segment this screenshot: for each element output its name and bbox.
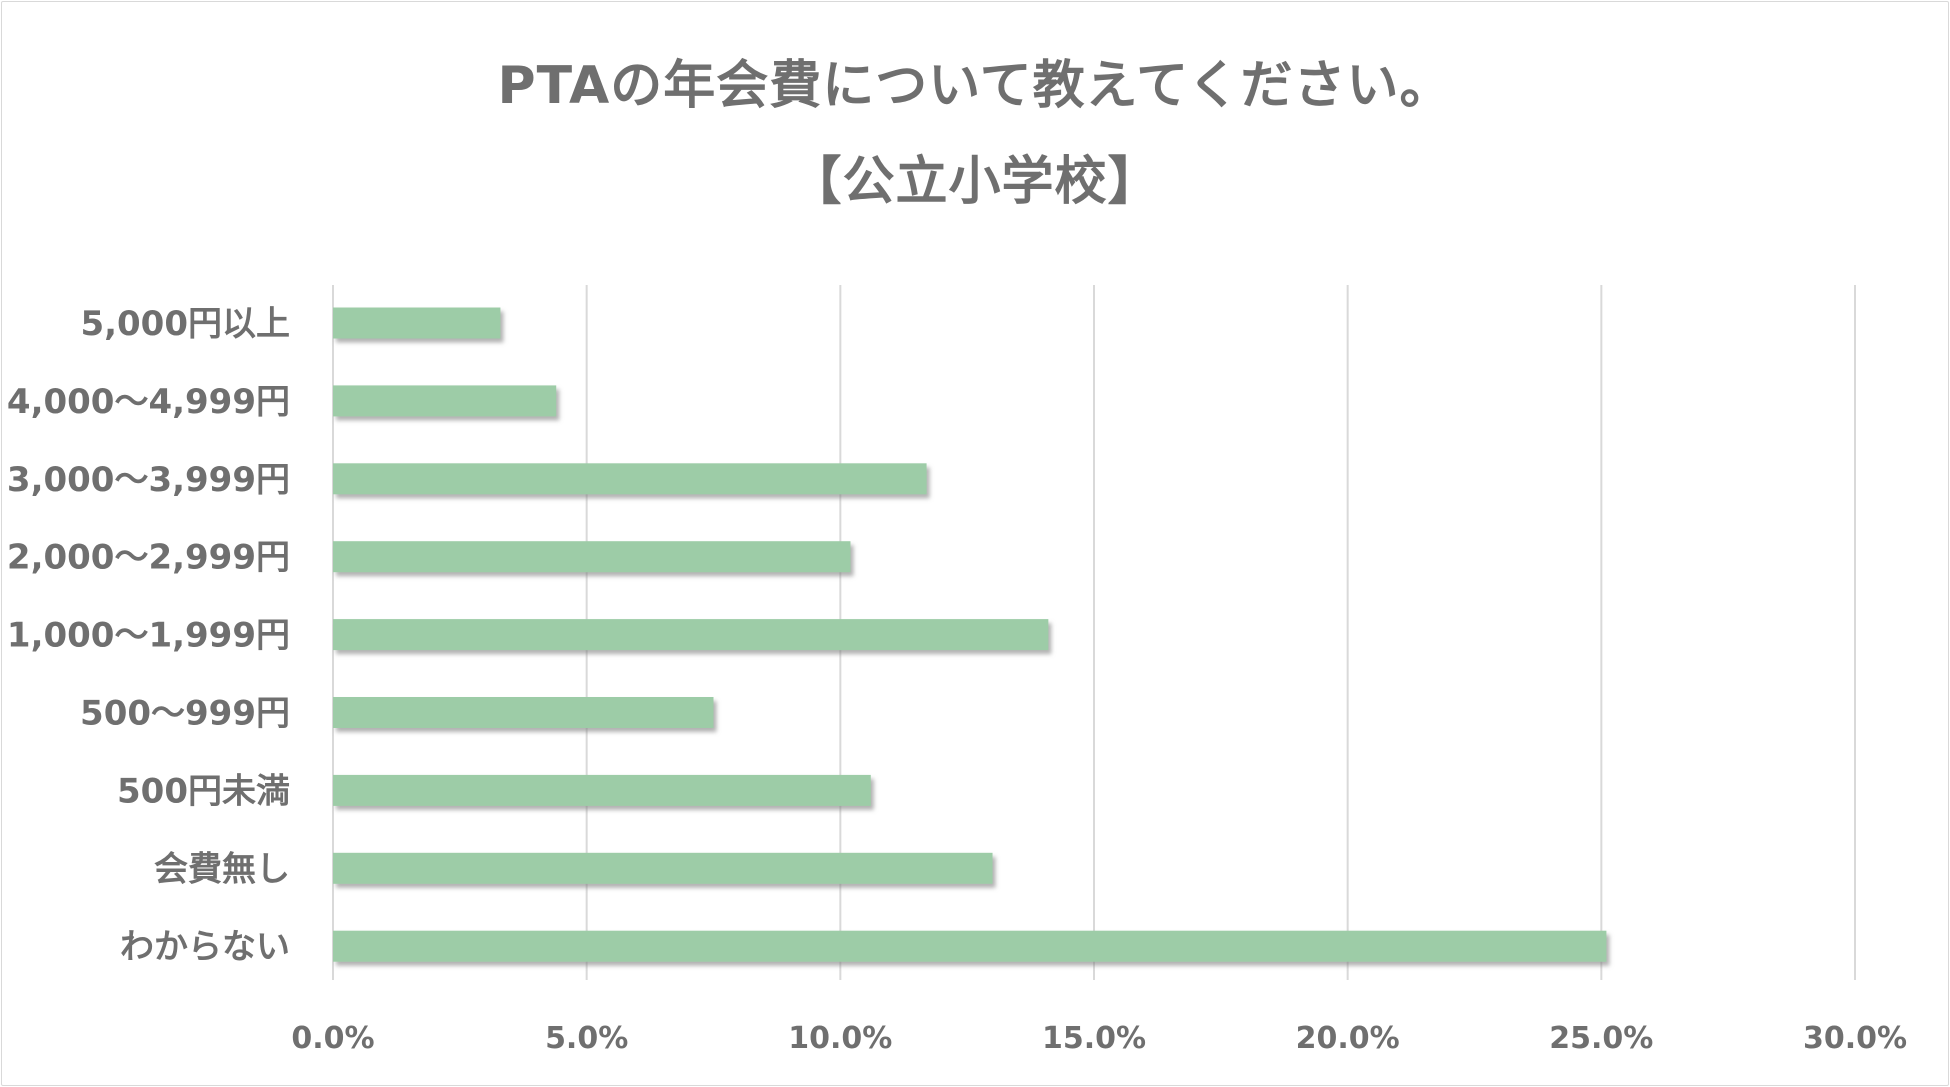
category-label: 500～999円 (80, 694, 290, 734)
category-labels: 5,000円以上 4,000～4,999円 3,000～3,999円 2,000～2,… (7, 304, 290, 967)
bar (333, 307, 501, 339)
category-label: 1,000～1,999円 (7, 616, 290, 656)
x-tick-label: 25.0% (1549, 1021, 1653, 1056)
category-label: わからない (120, 927, 290, 967)
bar (333, 774, 871, 806)
x-tick-label: 20.0% (1296, 1021, 1400, 1056)
bar (333, 541, 851, 573)
bar (333, 385, 557, 417)
category-label: 4,000～4,999円 (7, 382, 290, 422)
category-label: 500円未満 (117, 771, 290, 811)
x-tick-label: 15.0% (1042, 1021, 1146, 1056)
category-label: 3,000～3,999円 (7, 460, 290, 500)
x-tick-label: 30.0% (1803, 1021, 1907, 1056)
x-axis-tick-labels: 0.0% 5.0% 10.0% 15.0% 20.0% 25.0% 30.0% (291, 1021, 1907, 1056)
bar (333, 619, 1049, 651)
chart-subtitle: 【公立小学校】 (789, 152, 1161, 212)
bar (333, 852, 993, 884)
bars (333, 307, 1607, 962)
bar (333, 930, 1607, 962)
x-tick-label: 10.0% (788, 1021, 892, 1056)
category-label: 5,000円以上 (80, 304, 290, 344)
category-label: 2,000～2,999円 (7, 538, 290, 578)
category-label: 会費無し (154, 849, 290, 889)
bar (333, 697, 714, 728)
bar (333, 463, 927, 495)
chart-title: PTAの年会費について教えてください。 (497, 56, 1453, 116)
x-tick-label: 0.0% (291, 1021, 374, 1056)
x-tick-label: 5.0% (545, 1021, 628, 1056)
